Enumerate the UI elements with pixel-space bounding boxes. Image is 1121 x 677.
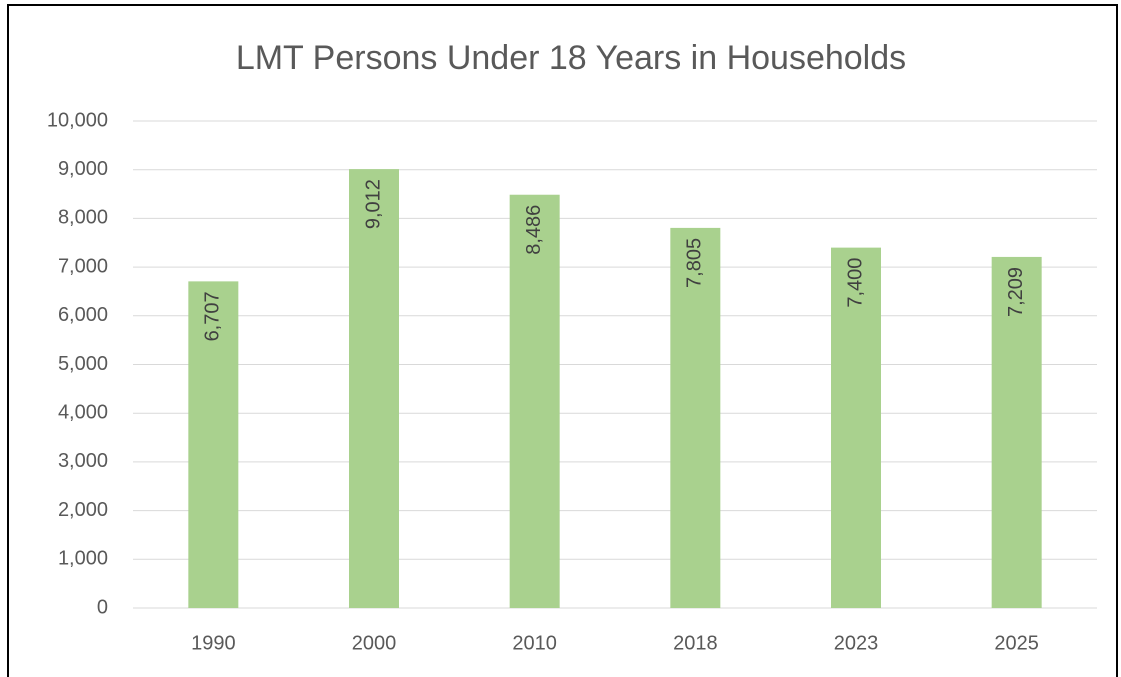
- x-tick-label: 2025: [994, 632, 1039, 654]
- chart-title: LMT Persons Under 18 Years in Households: [236, 39, 906, 77]
- data-label: 7,209: [1005, 267, 1027, 317]
- bar: [991, 256, 1042, 608]
- bar: [509, 194, 560, 608]
- x-tick-label: 2023: [834, 632, 879, 654]
- y-tick-label: 8,000: [58, 207, 108, 229]
- y-tick-label: 0: [97, 596, 108, 618]
- y-tick-label: 9,000: [58, 158, 108, 180]
- data-label: 9,012: [362, 179, 384, 229]
- y-tick-label: 7,000: [58, 255, 108, 277]
- y-tick-label: 2,000: [58, 499, 108, 521]
- y-tick-label: 10,000: [47, 109, 108, 131]
- y-tick-label: 4,000: [58, 401, 108, 423]
- x-tick-label: 2000: [352, 632, 397, 654]
- frame: [7, 4, 1118, 677]
- data-label: 8,486: [523, 205, 545, 255]
- bar: [188, 281, 239, 608]
- x-tick-label: 1990: [191, 632, 236, 654]
- data-label: 7,805: [684, 238, 706, 288]
- y-tick-label: 6,000: [58, 304, 108, 326]
- x-tick-label: 2018: [673, 632, 718, 654]
- data-label: 7,400: [844, 258, 866, 308]
- bar: [349, 169, 399, 608]
- y-tick-label: 5,000: [58, 353, 108, 375]
- y-tick-label: 1,000: [58, 548, 108, 570]
- data-label: 6,707: [202, 291, 224, 341]
- bar: [670, 227, 721, 609]
- bar: [831, 247, 881, 608]
- y-tick-label: 3,000: [58, 450, 108, 472]
- x-tick-label: 2010: [512, 632, 557, 654]
